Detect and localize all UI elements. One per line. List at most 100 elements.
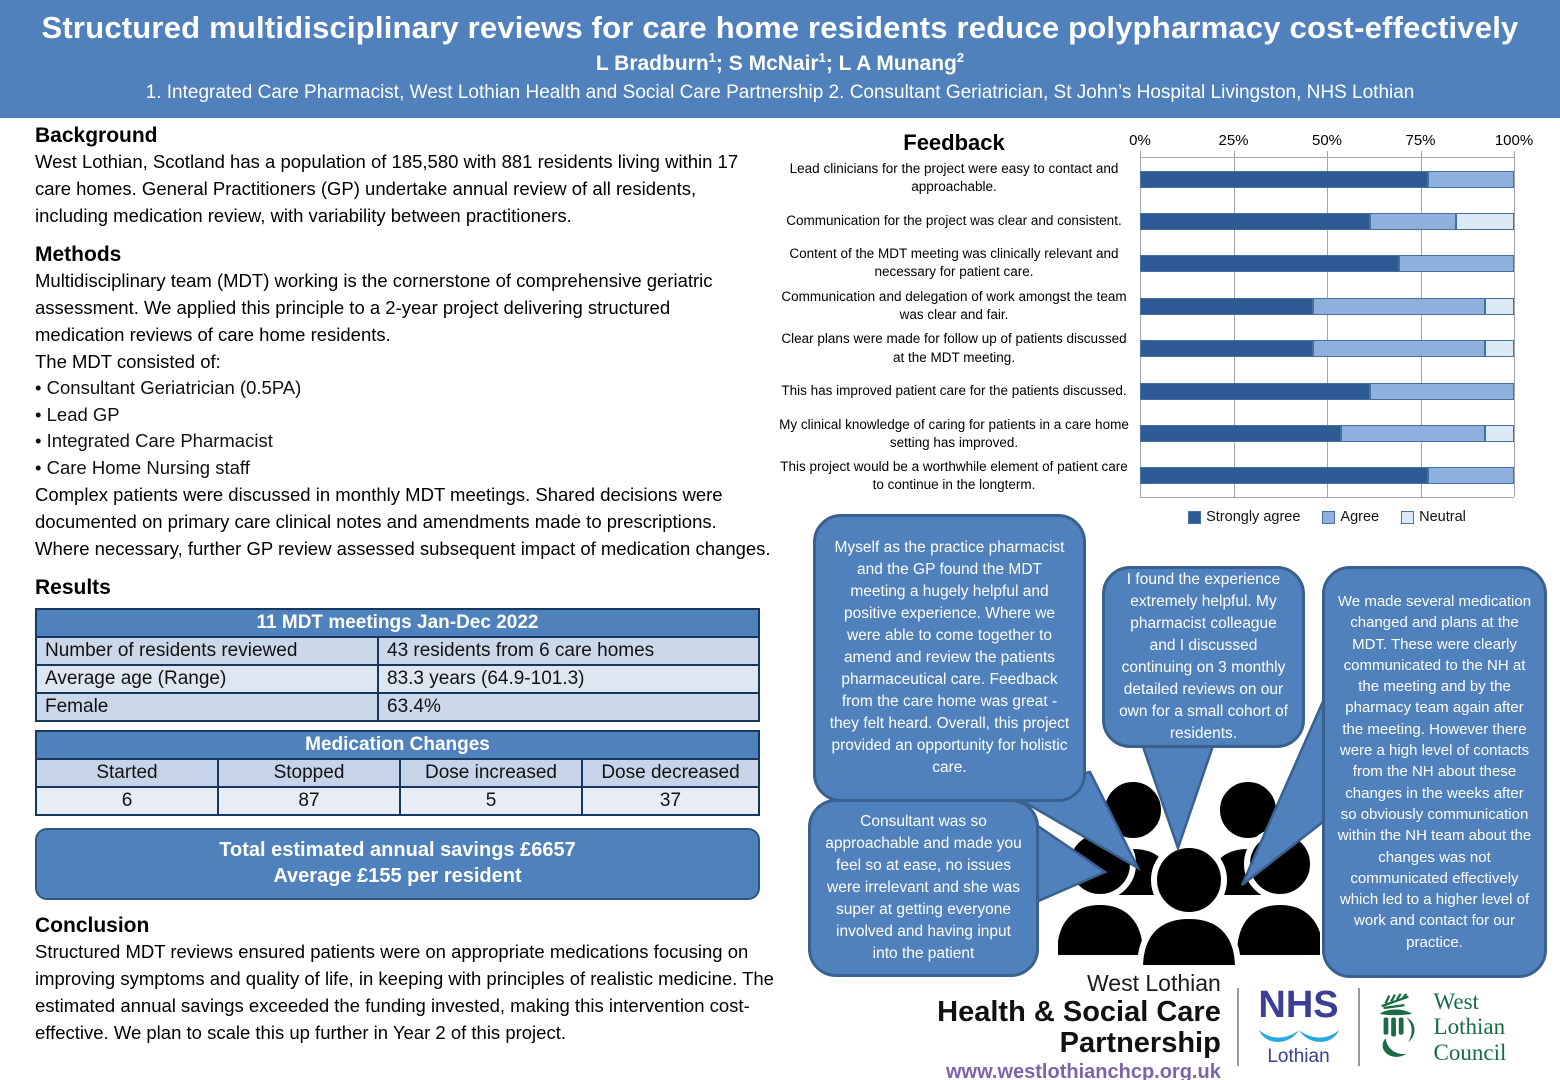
feedback-category-label: This project would be a worthwhile eleme… (780, 459, 1128, 493)
feedback-bar-row (1140, 370, 1514, 412)
feedback-bar-row (1140, 158, 1514, 200)
hscp-main-line: Health & Social Care Partnership (937, 996, 1221, 1059)
author-sup: 1 (708, 50, 716, 65)
nhs-wave-icon (1258, 1030, 1339, 1042)
speech-bubble-tails (996, 689, 1330, 904)
table-title: Medication Changes (35, 730, 760, 760)
feedback-bar-row (1140, 328, 1514, 370)
feedback-category-label: Communication for the project was clear … (786, 212, 1122, 228)
divider (1358, 988, 1361, 1066)
feedback-category-label: Lead clinicians for the project were eas… (789, 161, 1119, 195)
left-column: Background West Lothian, Scotland has a … (35, 122, 795, 1046)
feedback-bar-row (1140, 243, 1514, 285)
feedback-category-label: Communication and delegation of work amo… (781, 288, 1127, 323)
segment-agree (1427, 467, 1514, 485)
table-row-value: 83.3 years (64.9-101.3) (377, 664, 760, 694)
table-row-value: 43 residents from 6 care homes (377, 636, 760, 666)
table-row-label: Number of residents reviewed (35, 636, 379, 666)
quote-bubble-gp: I found the experience extremely helpful… (1102, 566, 1305, 748)
gridline (1233, 151, 1235, 497)
hscp-top-line: West Lothian (1087, 970, 1221, 996)
author-sep: ; (715, 52, 729, 75)
table-title: 11 MDT meetings Jan-Dec 2022 (35, 608, 760, 638)
table-row-value: 63.4% (377, 692, 760, 722)
feedback-category-label: Clear plans were made for follow up of p… (781, 331, 1127, 365)
savings-average: Average £155 per resident (273, 865, 522, 887)
authors-line: L Bradburn1; S McNair1; L A Munang2 (0, 50, 1560, 76)
savings-total: Total estimated annual savings £6657 (219, 839, 576, 861)
segment-neutral (1456, 213, 1514, 231)
quote-text: I found the experience extremely helpful… (1119, 571, 1288, 742)
x-tick-label: 25% (1218, 132, 1249, 149)
conclusion-heading: Conclusion (35, 914, 150, 937)
mdt-member-list: Consultant Geriatrician (0.5PA) Lead GP … (35, 375, 795, 481)
segment-strongly-agree (1140, 297, 1313, 315)
segment-agree (1398, 255, 1514, 273)
author: L Bradburn (595, 52, 709, 75)
feedback-category-label: This has improved patient care for the p… (781, 383, 1127, 399)
author: S McNair (728, 52, 819, 75)
feedback-bar-row (1140, 200, 1514, 242)
gridline (1420, 151, 1422, 497)
strongly-agree-swatch-icon (1188, 510, 1202, 524)
poster-title: Structured multidisciplinary reviews for… (41, 10, 1519, 45)
segment-strongly-agree (1140, 340, 1313, 358)
thistle-icon (1379, 993, 1415, 1057)
feedback-category-label: My clinical knowledge of caring for pati… (779, 416, 1129, 450)
legend-label: Strongly agree (1206, 509, 1301, 525)
segment-strongly-agree (1140, 424, 1342, 442)
conclusion-text: Structured MDT reviews ensured patients … (35, 941, 774, 1043)
feedback-bar-row (1140, 285, 1514, 327)
table-cell-value: 5 (399, 786, 583, 816)
mdt-member: Integrated Care Pharmacist (35, 428, 795, 455)
table-cell-value: 6 (35, 786, 219, 816)
segment-strongly-agree (1140, 213, 1370, 231)
divider (1236, 988, 1239, 1066)
footer-logos: West Lothian Health & Social Care Partne… (790, 971, 1550, 1080)
segment-strongly-agree (1140, 467, 1428, 485)
quote-text: Consultant was so approachable and made … (825, 813, 1022, 962)
nhs-region-label: Lothian (1267, 1046, 1330, 1067)
hscp-website-link[interactable]: www.westlothianchcp.org.uk (945, 1061, 1221, 1080)
nhs-lothian-logo: NHS Lothian (1255, 986, 1343, 1068)
column-header: Dose increased (399, 758, 583, 788)
nhs-wordmark: NHS (1258, 984, 1339, 1026)
stacked-bar (1140, 424, 1514, 442)
hscp-logo: West Lothian Health & Social Care Partne… (790, 971, 1221, 1080)
quote-text: We made several medication changed and p… (1337, 592, 1532, 951)
mdt-member: Consultant Geriatrician (0.5PA) (35, 375, 795, 402)
gridline (1327, 151, 1328, 497)
segment-agree (1370, 213, 1457, 231)
feedback-chart: Feedback Lead clinicians for the project… (768, 124, 1538, 525)
feedback-category-label: Content of the MDT meeting was clinicall… (789, 246, 1119, 280)
methods-heading: Methods (35, 243, 122, 266)
stacked-bar (1140, 297, 1514, 315)
gridline (1140, 151, 1141, 497)
feedback-bar-row (1140, 455, 1514, 497)
x-tick-label: 50% (1311, 132, 1343, 149)
segment-neutral (1485, 340, 1514, 358)
table-cell-value: 87 (217, 786, 401, 816)
chart-plot-area: 0% 25% 50% 75% 100% (1129, 132, 1533, 498)
mdt-member: Lead GP (35, 402, 795, 429)
legend-item: Strongly agree (1188, 509, 1300, 525)
segment-neutral (1485, 297, 1514, 315)
column-header: Dose decreased (581, 758, 760, 788)
chart-legend: Strongly agree Agree Neutral (1140, 509, 1514, 525)
table-row-label: Female (35, 692, 379, 722)
affiliations-line: 1. Integrated Care Pharmacist, West Loth… (145, 82, 1415, 103)
table-row-label: Average age (Range) (35, 664, 379, 694)
segment-agree (1341, 424, 1486, 442)
stacked-bar (1140, 340, 1514, 358)
author-sep: ; (825, 52, 839, 75)
segment-neutral (1485, 424, 1514, 442)
methods-list-intro: The MDT consisted of: (35, 351, 221, 372)
chart-title: Feedback (903, 130, 1005, 155)
west-lothian-council-logo: West Lothian Council (1376, 989, 1550, 1065)
stacked-bar (1140, 467, 1514, 485)
x-axis-ticks: 0% 25% 50% 75% 100% (1129, 132, 1533, 152)
column-header: Started (35, 758, 219, 788)
quote-bubble-nurse: Consultant was so approachable and made … (808, 799, 1039, 977)
legend-item: Agree (1322, 509, 1379, 525)
